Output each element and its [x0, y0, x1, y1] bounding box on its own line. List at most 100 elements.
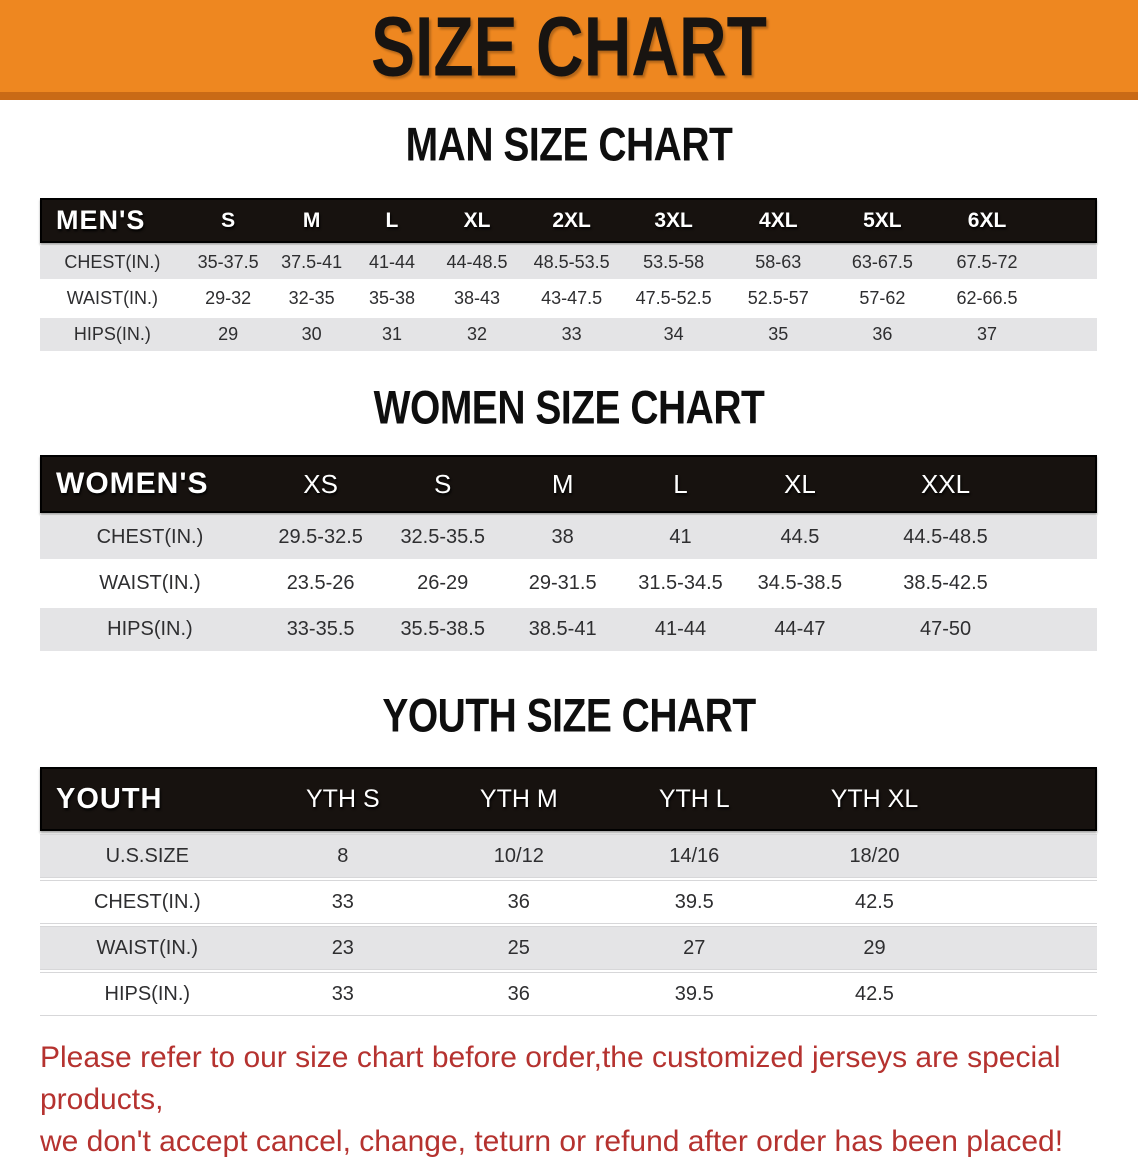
- women-cell-value: 33-35.5: [286, 618, 355, 640]
- men-cell-value: 63-67.5: [851, 252, 913, 272]
- women-cell-value: 31.5-34.5: [638, 572, 723, 594]
- women-header-label: WOMEN'S: [56, 467, 209, 500]
- men-cell-value: 53.5-58: [643, 252, 705, 272]
- youth-cell-value: 33: [331, 890, 354, 913]
- youth-header-row: YOUTH YTH S YTH M YTH L YTH XL: [40, 767, 1097, 831]
- women-cell-value: 29-31.5: [528, 572, 597, 594]
- size-chart-banner: SIZE CHART: [0, 0, 1138, 100]
- women-section-heading: WOMEN SIZE CHART: [373, 382, 765, 435]
- youth-cell-value: 23: [331, 936, 354, 959]
- men-column-header: XL: [463, 208, 491, 232]
- women-cell-value: 29.5-32.5: [278, 526, 363, 548]
- women-column-header: XS: [303, 468, 338, 499]
- women-table-row: HIPS(IN.) 33-35.5 35.5-38.5 38.5-41 41-44 44-…: [40, 608, 1097, 651]
- men-section-heading: MAN SIZE CHART: [405, 119, 733, 172]
- women-cell-value: 32.5-35.5: [400, 526, 485, 548]
- youth-row-label: HIPS(IN.): [104, 982, 191, 1005]
- men-cell-value: 31: [381, 324, 402, 344]
- youth-cell-value: 36: [507, 982, 530, 1005]
- women-row-label: CHEST(IN.): [96, 526, 204, 548]
- youth-header-label: YOUTH: [56, 782, 163, 815]
- men-cell-value: 58-63: [755, 252, 802, 272]
- youth-cell-value: 39.5: [674, 890, 714, 913]
- men-header-row: MEN'S S M L XL 2XL 3XL 4XL 5XL 6XL: [40, 198, 1097, 243]
- women-cell-value: 23.5-26: [286, 572, 355, 594]
- women-size-table: WOMEN'S XS S M L XL XXL CHEST(IN.) 29.5-32.5 32.5…: [40, 455, 1097, 651]
- youth-column-header: YTH L: [658, 784, 730, 813]
- women-column-header: M: [551, 468, 574, 499]
- men-cell-value: 35-37.5: [197, 252, 259, 272]
- women-header-row: WOMEN'S XS S M L XL XXL: [40, 455, 1097, 513]
- youth-section-heading: YOUTH SIZE CHART: [382, 690, 756, 743]
- youth-column-header: YTH M: [479, 784, 558, 813]
- women-row-label: WAIST(IN.): [99, 572, 201, 594]
- men-cell-value: 47.5-52.5: [635, 288, 712, 308]
- youth-row-label: WAIST(IN.): [96, 936, 199, 959]
- men-cell-value: 32: [467, 324, 488, 344]
- men-cell-value: 62-66.5: [956, 288, 1018, 308]
- banner-title: SIZE CHART: [371, 0, 767, 94]
- youth-table-row: WAIST(IN.) 23 25 27 29: [40, 927, 1097, 969]
- men-table-row: HIPS(IN.) 29 30 31 32 33 34 35 36 37: [40, 318, 1097, 351]
- youth-row-label: U.S.SIZE: [105, 844, 189, 867]
- youth-cell-value: 10/12: [493, 844, 544, 867]
- women-column-header: L: [673, 468, 688, 499]
- men-cell-value: 36: [872, 324, 893, 344]
- youth-cell-value: 25: [507, 936, 530, 959]
- women-column-header: XL: [784, 468, 816, 499]
- men-cell-value: 30: [301, 324, 322, 344]
- women-table-row: WAIST(IN.) 23.5-26 26-29 29-31.5 31.5-34.5 34…: [40, 562, 1097, 605]
- youth-size-table: YOUTH YTH S YTH M YTH L YTH XL U.S.SIZE 8 10/12…: [40, 767, 1097, 1015]
- order-notice-line1: Please refer to our size chart before or…: [40, 1041, 1061, 1116]
- men-cell-value: 33: [561, 324, 582, 344]
- women-table-row: CHEST(IN.) 29.5-32.5 32.5-35.5 38 41 44.5 44.5…: [40, 516, 1097, 559]
- youth-table-row: U.S.SIZE 8 10/12 14/16 18/20: [40, 835, 1097, 877]
- youth-table-row: CHEST(IN.) 33 36 39.5 42.5: [40, 881, 1097, 923]
- youth-cell-value: 42.5: [855, 890, 894, 913]
- order-notice-line2: we don't accept cancel, change, teturn o…: [40, 1125, 1064, 1158]
- men-cell-value: 37.5-41: [281, 252, 343, 272]
- men-row-label: HIPS(IN.): [73, 324, 151, 344]
- youth-cell-value: 29: [863, 936, 886, 959]
- youth-column-header: YTH XL: [830, 784, 919, 813]
- men-header-label: MEN'S: [56, 205, 146, 235]
- youth-table-row: HIPS(IN.) 33 36 39.5 42.5: [40, 973, 1097, 1015]
- women-cell-value: 38.5-41: [528, 618, 597, 640]
- youth-cell-value: 39.5: [674, 982, 714, 1005]
- youth-cell-value: 8: [337, 844, 349, 867]
- youth-row-label: CHEST(IN.): [93, 890, 201, 913]
- men-cell-value: 35: [768, 324, 789, 344]
- men-column-header: 2XL: [552, 208, 591, 232]
- women-cell-value: 41: [669, 526, 692, 548]
- men-table-row: WAIST(IN.) 29-32 32-35 35-38 38-43 43-47.5 47.…: [40, 282, 1097, 315]
- women-cell-value: 35.5-38.5: [400, 618, 485, 640]
- men-cell-value: 52.5-57: [747, 288, 809, 308]
- men-cell-value: 32-35: [288, 288, 335, 308]
- men-column-header: 5XL: [863, 208, 902, 232]
- men-column-header: 4XL: [759, 208, 798, 232]
- youth-cell-value: 14/16: [669, 844, 720, 867]
- men-cell-value: 67.5-72: [956, 252, 1018, 272]
- women-cell-value: 34.5-38.5: [757, 572, 843, 594]
- men-table-row: CHEST(IN.) 35-37.5 37.5-41 41-44 44-48.5 48.5…: [40, 246, 1097, 279]
- men-column-header: L: [385, 208, 399, 232]
- men-cell-value: 29-32: [205, 288, 252, 308]
- men-cell-value: 41-44: [368, 252, 415, 272]
- men-column-header: 3XL: [654, 208, 693, 232]
- men-size-table: MEN'S S M L XL 2XL 3XL 4XL 5XL 6XL CHEST(IN.) 35-37…: [40, 198, 1097, 351]
- men-cell-value: 29: [218, 324, 239, 344]
- women-cell-value: 44.5: [780, 526, 820, 548]
- order-notice: Please refer to our size chart before or…: [40, 1037, 1138, 1163]
- women-cell-value: 47-50: [919, 618, 972, 640]
- women-cell-value: 41-44: [654, 618, 707, 640]
- men-cell-value: 38-43: [454, 288, 501, 308]
- women-cell-value: 44.5-48.5: [903, 526, 988, 548]
- youth-cell-value: 42.5: [855, 982, 894, 1005]
- men-cell-value: 35-38: [368, 288, 415, 308]
- men-row-label: CHEST(IN.): [64, 252, 161, 272]
- youth-cell-value: 36: [507, 890, 530, 913]
- women-cell-value: 26-29: [417, 572, 469, 594]
- men-column-header: 6XL: [967, 208, 1007, 232]
- women-cell-value: 44-47: [774, 618, 826, 640]
- men-cell-value: 57-62: [859, 288, 906, 308]
